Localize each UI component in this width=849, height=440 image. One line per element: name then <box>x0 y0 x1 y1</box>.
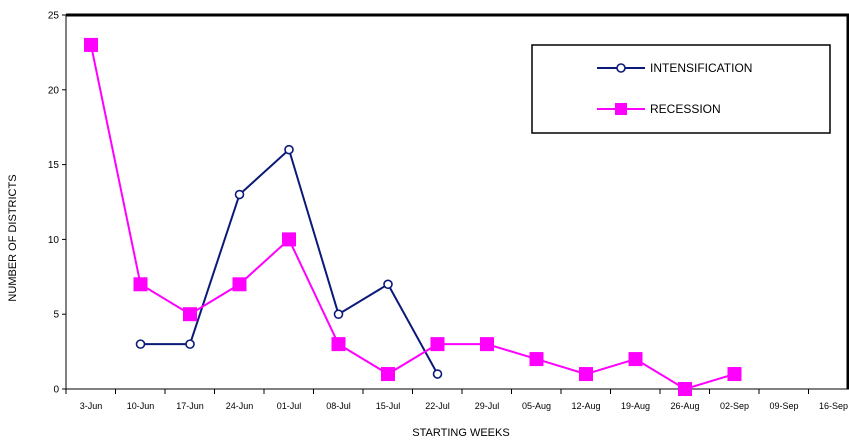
x-tick-label: 3-Jun <box>80 401 103 411</box>
y-tick-label: 0 <box>53 385 59 396</box>
x-axis-title: STARTING WEEKS <box>412 427 509 439</box>
legend-marker-recession <box>615 103 627 115</box>
data-point-recession <box>183 307 197 322</box>
x-tick-label: 17-Jun <box>176 401 204 411</box>
data-point-intensification <box>234 189 245 200</box>
data-point-intensification <box>284 144 294 155</box>
x-tick-label: 09-Sep <box>769 401 798 411</box>
data-point-recession <box>381 367 395 382</box>
legend-box <box>531 44 831 134</box>
x-tick-label: 15-Jul <box>376 401 401 411</box>
legend-label-intensification: INTENSIFICATION <box>650 61 752 75</box>
legend: INTENSIFICATION RECESSION <box>531 44 831 134</box>
x-tick-label: 26-Aug <box>670 401 699 411</box>
data-point-intensification <box>185 339 195 349</box>
data-point-recession <box>430 337 445 352</box>
data-point-recession <box>579 367 593 382</box>
data-point-recession <box>331 337 346 352</box>
x-tick-label: 08-Jul <box>326 401 351 411</box>
x-tick-label: 22-Jul <box>425 401 450 411</box>
x-tick-label: 16-Sep <box>819 401 848 411</box>
y-tick-label: 25 <box>48 11 60 22</box>
data-point-intensification <box>333 309 344 320</box>
x-tick-label: 05-Aug <box>522 401 551 411</box>
x-tick-label: 19-Aug <box>621 401 650 411</box>
data-point-recession <box>678 382 692 396</box>
plot-area: 0 5 10 15 20 25 3-Jun 10-Jun 17-Jun 24-Jun 01-Jul 0… <box>48 11 849 411</box>
data-point-recession <box>133 277 148 292</box>
x-tick-label: 29-Jul <box>475 401 500 411</box>
legend-marker-intensification <box>616 63 626 73</box>
x-tick-label: 02-Sep <box>720 401 749 411</box>
x-tick-label: 01-Jul <box>277 401 302 411</box>
y-tick-label: 20 <box>48 85 60 96</box>
x-tick-label: 10-Jun <box>127 401 155 411</box>
data-point-intensification <box>383 279 393 290</box>
x-tick-label: 24-Jun <box>226 401 254 411</box>
series-line-recession <box>90 44 735 391</box>
data-point-recession <box>84 37 98 52</box>
data-point-recession <box>232 277 247 292</box>
y-tick-label: 15 <box>48 160 60 171</box>
y-tick-label: 10 <box>48 235 60 246</box>
data-point-intensification <box>432 369 443 379</box>
data-point-recession <box>282 232 296 247</box>
x-tick-label: 12-Aug <box>571 401 600 411</box>
data-point-recession <box>529 352 544 367</box>
data-point-intensification <box>135 339 146 349</box>
y-tick-label: 5 <box>53 310 59 321</box>
series-line-intensification <box>140 147 439 375</box>
data-point-recession <box>628 352 643 367</box>
legend-label-recession: RECESSION <box>650 102 721 116</box>
data-point-recession <box>480 337 494 352</box>
y-axis-title: NUMBER OF DISTRICTS <box>7 174 19 301</box>
data-point-recession <box>727 367 742 382</box>
